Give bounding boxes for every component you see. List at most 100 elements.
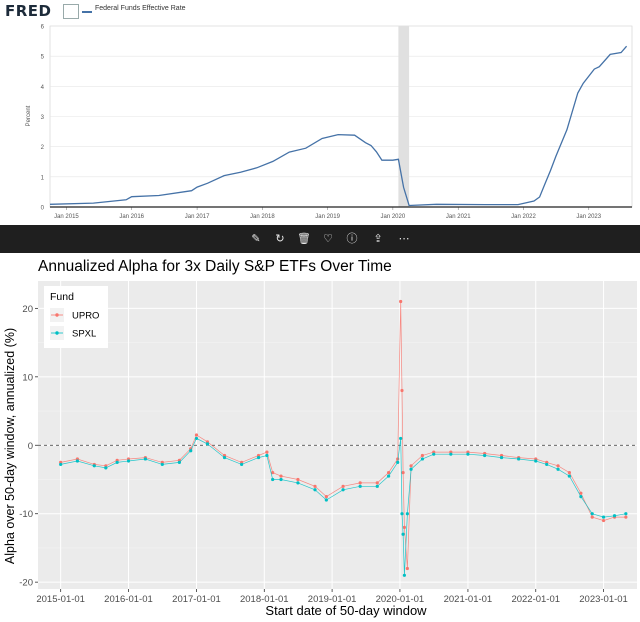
data-point-spxl: [612, 514, 617, 518]
fred-x-tick-label: Jan 2015: [54, 214, 79, 220]
fred-series-line: [49, 45, 628, 207]
data-point-spxl: [194, 436, 199, 441]
fred-logo-mark-icon: [63, 4, 79, 19]
data-point-spxl: [590, 512, 594, 516]
fred-recession-band: [398, 26, 410, 207]
y-axis-label: Alpha over 50-day window, annualized (%): [3, 328, 17, 564]
more-icon[interactable]: ⋯: [398, 232, 410, 245]
fred-x-tick-label: Jan 2023: [576, 214, 601, 220]
edit-icon[interactable]: ✎: [251, 232, 261, 245]
legend-key-point: [55, 331, 59, 335]
data-point-spxl: [324, 498, 328, 502]
fred-y-axis-label: Percent: [26, 105, 32, 126]
delete-icon[interactable]: 🗑: [297, 232, 311, 245]
data-point-upro: [313, 484, 317, 488]
fred-x-tick-label: Jan 2019: [315, 214, 340, 220]
fred-line-chart: 0 1 2 3 4 5 6 Percent Jan 2015 Jan 2016 Jan 2017 Ja…: [26, 25, 633, 220]
alpha-scatter-chart: Annualized Alpha for 3x Daily S&P ETFs O…: [3, 258, 637, 618]
data-point-upro: [409, 464, 413, 468]
fred-chart-panel: FRED Federal Funds Effective Rate 0 1 2 3 4 5…: [0, 0, 640, 225]
data-point-spxl: [189, 449, 193, 453]
data-point-spxl: [341, 488, 345, 492]
data-point-spxl: [375, 484, 379, 488]
fred-y-tick-label: 4: [41, 85, 45, 91]
x-tick-label: 2017-01-01: [172, 594, 221, 605]
data-point-upro: [402, 525, 406, 529]
series-line-spxl: [60, 437, 626, 576]
data-point-spxl: [104, 466, 108, 470]
x-tick-label: 2022-01-01: [511, 594, 560, 605]
data-point-spxl: [177, 460, 181, 464]
x-tick-label: 2018-01-01: [240, 594, 289, 605]
data-point-spxl: [240, 462, 244, 467]
info-icon[interactable]: ⓘ: [346, 232, 358, 245]
data-point-upro: [556, 464, 560, 468]
data-point-upro: [271, 471, 275, 475]
data-point-spxl: [466, 452, 470, 456]
data-point-upro: [296, 477, 300, 482]
data-point-spxl: [256, 455, 261, 460]
x-tick-label: 2021-01-01: [444, 594, 493, 605]
data-point-spxl: [556, 467, 560, 471]
data-point-spxl: [296, 481, 300, 485]
data-point-spxl: [405, 512, 409, 516]
legend-title: Fund: [50, 291, 74, 303]
data-point-upro: [375, 481, 379, 485]
share-icon[interactable]: ⇪: [373, 232, 383, 245]
data-point-spxl: [143, 457, 147, 461]
fred-x-tick-label: Jan 2020: [380, 214, 405, 220]
data-point-spxl: [432, 452, 436, 456]
data-point-upro: [341, 484, 345, 488]
y-tick-label: -20: [19, 578, 33, 589]
favorite-icon[interactable]: ♡: [323, 232, 333, 245]
legend-label-upro: UPRO: [72, 311, 99, 322]
alpha-chart-panel: Annualized Alpha for 3x Daily S&P ETFs O…: [0, 253, 640, 622]
data-point-upro: [324, 495, 328, 499]
rotate-icon[interactable]: ↻: [275, 232, 285, 245]
plot-panel: [38, 281, 637, 589]
data-point-upro: [420, 453, 425, 458]
data-point-upro: [400, 388, 404, 393]
data-point-upro: [399, 299, 403, 304]
x-tick-label: 2023-01-01: [579, 594, 628, 605]
data-point-spxl: [160, 462, 164, 467]
data-point-spxl: [222, 455, 227, 460]
plot-background: [38, 281, 637, 589]
series-line-upro: [60, 301, 626, 569]
data-point-spxl: [265, 453, 269, 458]
data-point-upro: [579, 491, 583, 495]
fred-x-tick-label: Jan 2017: [185, 214, 210, 220]
fred-x-tick-label: Jan 2022: [511, 214, 536, 220]
data-point-spxl: [517, 457, 521, 461]
fred-logo: FRED: [5, 2, 52, 20]
data-point-spxl: [313, 488, 317, 492]
data-point-upro: [601, 518, 606, 523]
x-axis-label: Start date of 50-day window: [265, 603, 427, 618]
data-point-spxl: [358, 484, 362, 488]
data-point-upro: [358, 481, 362, 485]
data-point-spxl: [400, 512, 404, 516]
data-point-spxl: [624, 512, 628, 516]
data-point-spxl: [92, 464, 96, 468]
fred-y-tick-label: 3: [41, 115, 45, 121]
data-point-spxl: [115, 460, 119, 464]
data-point-spxl: [567, 474, 571, 478]
data-point-spxl: [399, 436, 403, 441]
data-point-upro: [624, 515, 628, 519]
fred-y-tick-label: 6: [41, 25, 45, 31]
data-point-spxl: [483, 453, 487, 458]
fred-x-tick-label: Jan 2016: [119, 214, 144, 220]
data-point-spxl: [271, 477, 275, 482]
data-point-spxl: [409, 467, 413, 471]
legend-label-spxl: SPXL: [72, 329, 96, 340]
fred-legend-swatch: [82, 11, 92, 13]
fred-y-tick-label: 0: [41, 206, 45, 212]
fred-y-tick-label: 1: [41, 175, 45, 181]
data-point-spxl: [579, 495, 583, 499]
fred-y-tick-label: 5: [41, 55, 45, 61]
legend: Fund UPRO SPXL: [44, 286, 108, 348]
data-point-spxl: [402, 573, 406, 577]
image-viewer-toolbar: ✎ ↻ 🗑 ♡ ⓘ ⇪ ⋯: [0, 225, 640, 253]
data-point-spxl: [499, 455, 504, 460]
legend-key-point: [55, 313, 59, 317]
